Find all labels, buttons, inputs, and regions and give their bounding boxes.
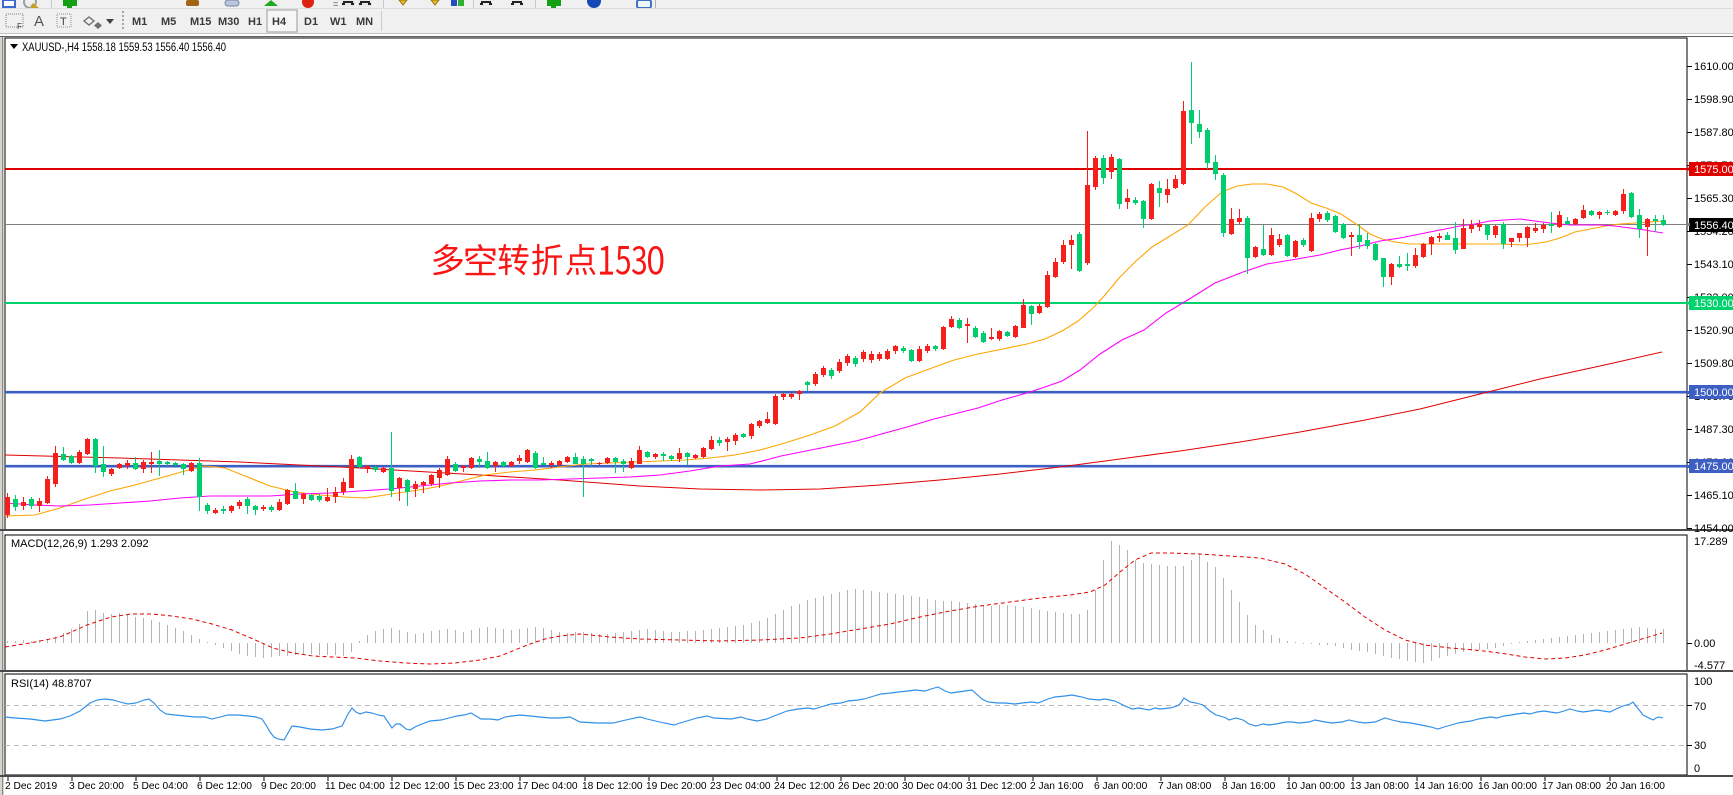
svg-text:-4.577: -4.577 bbox=[1694, 660, 1725, 672]
svg-text:1610.00: 1610.00 bbox=[1694, 61, 1733, 73]
svg-text:6 Jan 00:00: 6 Jan 00:00 bbox=[1094, 781, 1148, 792]
svg-text:M5: M5 bbox=[161, 16, 176, 28]
svg-text:14 Jan 16:00: 14 Jan 16:00 bbox=[1414, 781, 1473, 792]
svg-text:5 Dec 04:00: 5 Dec 04:00 bbox=[133, 781, 188, 792]
svg-text:MN: MN bbox=[356, 16, 373, 28]
svg-text:26 Dec 20:00: 26 Dec 20:00 bbox=[838, 781, 899, 792]
svg-text:MACD(12,26,9) 1.293 2.092: MACD(12,26,9) 1.293 2.092 bbox=[11, 538, 149, 550]
svg-text:17 Jan 08:00: 17 Jan 08:00 bbox=[1542, 781, 1601, 792]
svg-text:3 Dec 20:00: 3 Dec 20:00 bbox=[69, 781, 124, 792]
svg-text:XAUUSD-,H4 1558.18 1559.53 15: XAUUSD-,H4 1558.18 1559.53 1556.40 1556.… bbox=[22, 42, 226, 54]
svg-text:7 Jan 08:00: 7 Jan 08:00 bbox=[1158, 781, 1212, 792]
svg-text:9 Dec 20:00: 9 Dec 20:00 bbox=[261, 781, 316, 792]
svg-text:1575.00: 1575.00 bbox=[1694, 164, 1733, 176]
svg-text:0.00: 0.00 bbox=[1694, 638, 1715, 650]
svg-text:M1: M1 bbox=[132, 16, 147, 28]
svg-text:F: F bbox=[17, 22, 22, 31]
svg-text:10 Jan 00:00: 10 Jan 00:00 bbox=[1286, 781, 1345, 792]
svg-text:H1: H1 bbox=[248, 16, 262, 28]
svg-text:1543.10: 1543.10 bbox=[1694, 259, 1733, 271]
svg-text:1520.90: 1520.90 bbox=[1694, 325, 1733, 337]
svg-text:18 Dec 12:00: 18 Dec 12:00 bbox=[582, 781, 643, 792]
svg-text:23 Dec 04:00: 23 Dec 04:00 bbox=[710, 781, 771, 792]
svg-text:31 Dec 12:00: 31 Dec 12:00 bbox=[966, 781, 1027, 792]
svg-text:12 Dec 12:00: 12 Dec 12:00 bbox=[389, 781, 450, 792]
svg-text:1587.80: 1587.80 bbox=[1694, 127, 1733, 139]
svg-text:1598.90: 1598.90 bbox=[1694, 94, 1733, 106]
svg-text:2 Dec 2019: 2 Dec 2019 bbox=[5, 781, 57, 792]
svg-text:=: = bbox=[333, 0, 338, 9]
svg-text:17.289: 17.289 bbox=[1694, 536, 1728, 548]
svg-text:1509.80: 1509.80 bbox=[1694, 358, 1733, 370]
svg-text:19 Dec 20:00: 19 Dec 20:00 bbox=[646, 781, 707, 792]
svg-text:1487.30: 1487.30 bbox=[1694, 424, 1733, 436]
svg-text:1454.00: 1454.00 bbox=[1694, 523, 1733, 535]
svg-text:A: A bbox=[34, 13, 44, 30]
svg-text:8 Jan 16:00: 8 Jan 16:00 bbox=[1222, 781, 1276, 792]
svg-text:2 Jan 16:00: 2 Jan 16:00 bbox=[1030, 781, 1084, 792]
svg-text:W1: W1 bbox=[330, 16, 347, 28]
svg-text:1556.40: 1556.40 bbox=[1694, 220, 1733, 232]
svg-text:70: 70 bbox=[1694, 701, 1706, 713]
svg-text:M15: M15 bbox=[190, 16, 211, 28]
svg-text:16 Jan 00:00: 16 Jan 00:00 bbox=[1478, 781, 1537, 792]
svg-text:1465.10: 1465.10 bbox=[1694, 490, 1733, 502]
svg-text:D1: D1 bbox=[304, 16, 318, 28]
svg-text:24 Dec 12:00: 24 Dec 12:00 bbox=[774, 781, 835, 792]
svg-text:1475.00: 1475.00 bbox=[1694, 461, 1733, 473]
svg-text:1565.30: 1565.30 bbox=[1694, 193, 1733, 205]
svg-text:13 Jan 08:00: 13 Jan 08:00 bbox=[1350, 781, 1409, 792]
svg-text:15 Dec 23:00: 15 Dec 23:00 bbox=[453, 781, 514, 792]
svg-text:17 Dec 04:00: 17 Dec 04:00 bbox=[517, 781, 578, 792]
svg-text:30 Dec 04:00: 30 Dec 04:00 bbox=[902, 781, 963, 792]
svg-text:1530.00: 1530.00 bbox=[1694, 298, 1733, 310]
svg-text:RSI(14) 48.8707: RSI(14) 48.8707 bbox=[11, 678, 92, 690]
svg-text:T: T bbox=[60, 16, 67, 28]
svg-text:6 Dec 12:00: 6 Dec 12:00 bbox=[197, 781, 252, 792]
svg-text:30: 30 bbox=[1694, 740, 1706, 752]
svg-text:100: 100 bbox=[1694, 676, 1712, 688]
svg-text:H4: H4 bbox=[272, 16, 287, 28]
svg-text:11 Dec 04:00: 11 Dec 04:00 bbox=[325, 781, 385, 792]
svg-text:20 Jan 16:00: 20 Jan 16:00 bbox=[1606, 781, 1665, 792]
svg-text:M30: M30 bbox=[218, 16, 239, 28]
svg-text:0: 0 bbox=[1694, 763, 1700, 775]
svg-text:1500.00: 1500.00 bbox=[1694, 387, 1733, 399]
